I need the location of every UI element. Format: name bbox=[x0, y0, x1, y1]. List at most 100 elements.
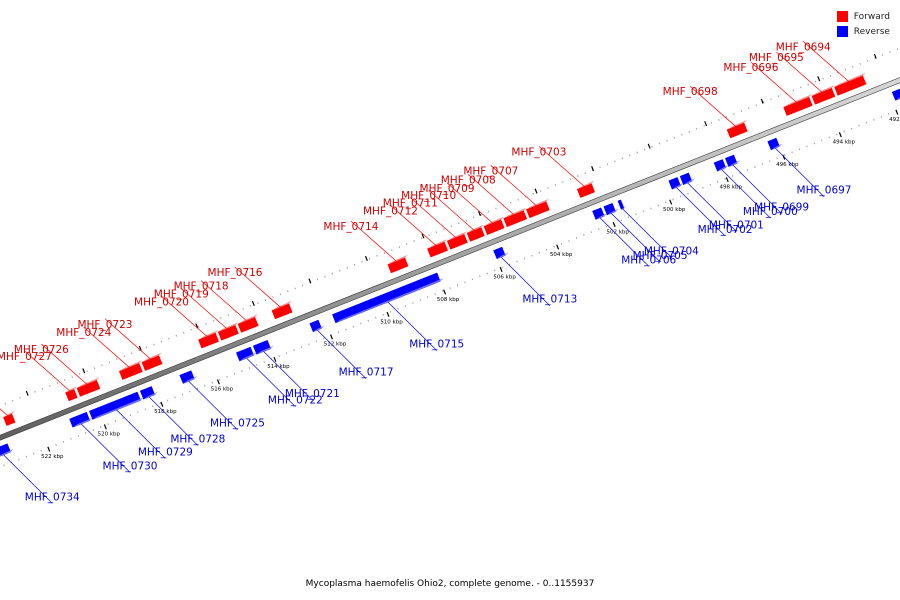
gene-mhf-0697[interactable] bbox=[767, 137, 780, 151]
gene-label: MHF_0720 bbox=[134, 296, 189, 308]
tick-mark bbox=[760, 98, 764, 104]
gene-mhf-0706[interactable] bbox=[592, 207, 605, 220]
gene-leader-line bbox=[0, 408, 8, 416]
tick-mark bbox=[273, 356, 277, 362]
gene-mhf-0701[interactable] bbox=[679, 172, 693, 186]
gene-leader-line bbox=[246, 357, 296, 407]
gene-leader-line bbox=[148, 396, 199, 446]
legend-forward-label: Forward bbox=[853, 11, 890, 22]
tick-mark bbox=[534, 188, 538, 194]
gene-shading bbox=[427, 239, 448, 249]
kbp-tick-label: 508 kbp bbox=[437, 297, 460, 303]
tick-mark bbox=[82, 368, 86, 374]
gene-mhf-0705[interactable] bbox=[603, 202, 616, 216]
gene-mhf-0713[interactable] bbox=[493, 246, 506, 260]
gene-mhf-0731[interactable] bbox=[3, 413, 16, 426]
gene-label: MHF_0704 bbox=[644, 245, 699, 257]
gene-mhf-0727[interactable] bbox=[65, 388, 78, 402]
tick-mark bbox=[138, 345, 142, 351]
tick-mark bbox=[725, 177, 729, 183]
tick-mark bbox=[364, 255, 368, 262]
gene-leader-line bbox=[776, 51, 822, 93]
gene-leader-line bbox=[3, 454, 53, 504]
gene-shading bbox=[76, 377, 100, 389]
gene-label: MHF_0712 bbox=[363, 205, 418, 217]
gene-mhf-0730[interactable] bbox=[69, 411, 91, 428]
tick-mark bbox=[25, 390, 29, 396]
gene-label: MHF_0694 bbox=[776, 41, 831, 53]
gene-label: MHF_0700 bbox=[743, 206, 798, 218]
reverse-swatch bbox=[836, 26, 848, 37]
gene-label: MHF_0716 bbox=[208, 267, 263, 279]
gene-shading bbox=[238, 314, 258, 324]
gene-leader-line bbox=[775, 147, 825, 197]
strand-legend: Forward Reverse bbox=[836, 9, 890, 39]
gene-leader-line bbox=[611, 213, 661, 263]
gene-mhf-0717[interactable] bbox=[309, 319, 322, 333]
gene-label: MHF_0697 bbox=[797, 185, 852, 197]
gene-label: MHF_0696 bbox=[723, 62, 778, 74]
gene-label: MHF_0730 bbox=[103, 460, 158, 472]
gene-mhf-0722[interactable] bbox=[235, 346, 255, 362]
gene-shading bbox=[526, 198, 550, 210]
gene-label: MHF_0721 bbox=[285, 388, 340, 400]
gene-label: MHF_0723 bbox=[77, 319, 132, 331]
gene-shading bbox=[0, 449, 14, 457]
tick-mark bbox=[704, 121, 708, 127]
gene-mhf-0729[interactable] bbox=[88, 391, 142, 420]
tick-mark bbox=[216, 379, 220, 385]
gene-leader-line bbox=[188, 381, 238, 430]
gene-shading bbox=[183, 376, 198, 384]
gene-shading bbox=[467, 224, 485, 233]
kbp-tick-label: 506 kbp bbox=[493, 274, 516, 280]
gene-shading bbox=[256, 345, 274, 355]
gene-label: MHF_0717 bbox=[339, 367, 394, 379]
gene-mhf-0704[interactable] bbox=[617, 199, 625, 210]
gene-shading bbox=[198, 330, 219, 340]
gene-features bbox=[0, 72, 900, 458]
tick-mark bbox=[160, 401, 164, 407]
gene-leader-line bbox=[721, 169, 771, 219]
gene-label: MHF_0710 bbox=[401, 190, 456, 202]
gene-shading bbox=[387, 254, 408, 265]
gene-shading bbox=[239, 352, 257, 361]
gene-leader-line bbox=[24, 350, 71, 392]
gene-leader-line bbox=[622, 208, 672, 258]
gene-leader-line bbox=[181, 288, 227, 329]
gene-mhf-0721[interactable] bbox=[252, 339, 272, 355]
gene-shading bbox=[607, 208, 619, 215]
gene-leader-line bbox=[676, 187, 726, 237]
gene-mhf-0696[interactable] bbox=[783, 96, 813, 116]
gene-shading bbox=[483, 216, 504, 227]
gene-shading bbox=[141, 352, 162, 363]
gene-mhf-0702[interactable] bbox=[668, 177, 681, 190]
gene-leader-line bbox=[83, 326, 130, 368]
gene-shading bbox=[119, 360, 142, 372]
gene-label: MHF_0724 bbox=[56, 327, 111, 339]
gene-mhf-0700[interactable] bbox=[713, 159, 727, 172]
tick-mark bbox=[386, 311, 390, 317]
gene-label: MHF_0706 bbox=[621, 254, 676, 266]
gene-label: MHF_0718 bbox=[174, 281, 229, 293]
gene-shading bbox=[727, 119, 747, 130]
gene-mhf-0734[interactable] bbox=[0, 443, 11, 458]
gene-shading bbox=[496, 252, 509, 259]
dotted-guide-1 bbox=[0, 108, 900, 468]
gene-leader-line bbox=[116, 409, 166, 459]
gene-leader-line bbox=[687, 182, 737, 232]
gene-shading bbox=[143, 391, 158, 400]
gene-shading bbox=[783, 94, 812, 108]
gene-label: MHF_0703 bbox=[511, 146, 566, 158]
gene-leader-line bbox=[410, 197, 456, 238]
gene-shading bbox=[65, 386, 77, 393]
forward-swatch bbox=[836, 11, 848, 22]
gene-label: MHF_0713 bbox=[522, 294, 577, 306]
tick-mark bbox=[556, 244, 560, 250]
gene-label: MHF_0727 bbox=[0, 351, 52, 363]
gene-mhf-0699[interactable] bbox=[724, 154, 738, 168]
gene-labels: MHF_0690MHF_0694MHF_0695MHF_0696MHF_0697… bbox=[0, 41, 852, 504]
gene-leader-line bbox=[500, 256, 551, 306]
tick-mark bbox=[308, 278, 312, 284]
gene-mhf-0694[interactable] bbox=[834, 75, 867, 96]
